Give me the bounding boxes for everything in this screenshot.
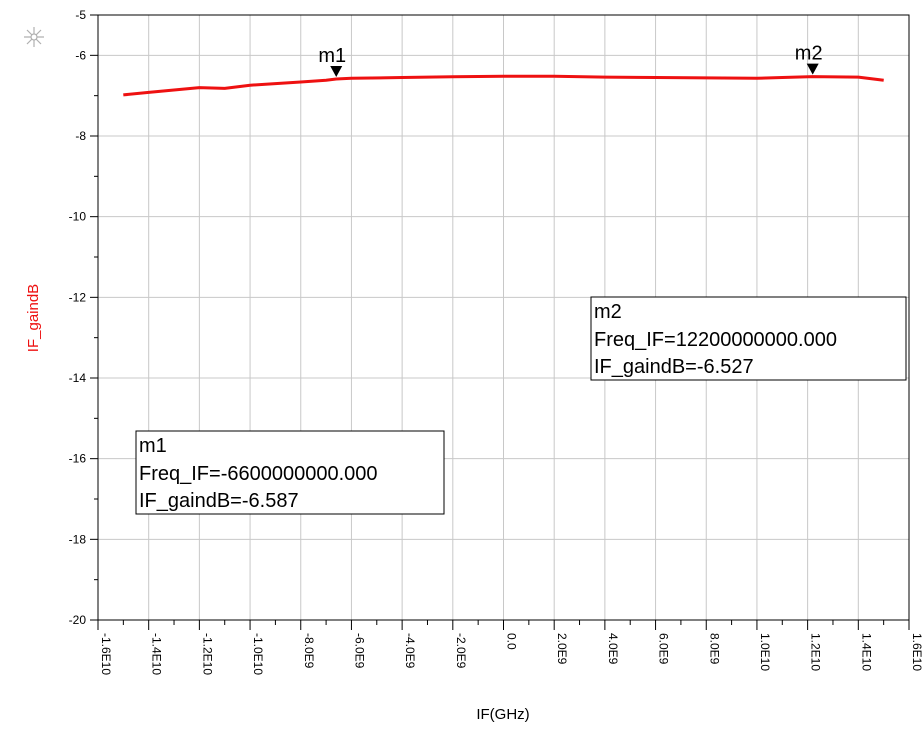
- y-axis-title: IF_gaindB: [25, 284, 42, 352]
- x-tick-label: -1.6E10: [99, 633, 113, 675]
- x-axis-ticks: -1.6E10 -1.4E10 -1.2E10 -1.0E10 -8.0E9 -6.0E9…: [97, 620, 922, 675]
- x-tick-label: 1.6E10: [910, 633, 922, 671]
- marker-triangle-m1: [330, 66, 343, 78]
- x-tick-label: 0.0: [505, 633, 519, 650]
- y-tick-label: -12: [69, 290, 87, 304]
- marker-label-m2: m2: [795, 43, 823, 65]
- readout-m2-freq: Freq_IF=12200000000.000: [594, 329, 837, 351]
- x-tick-label: 8.0E9: [707, 633, 721, 665]
- x-tick-label: -1.2E10: [200, 633, 214, 675]
- markers: m1 m2: [318, 43, 823, 78]
- x-tick-label: 4.0E9: [606, 633, 620, 665]
- x-tick-label: 1.4E10: [859, 633, 873, 671]
- marker-readout-m2: m2 Freq_IF=12200000000.000 IF_gaindB=-6.…: [590, 296, 907, 381]
- x-tick-label: 6.0E9: [657, 633, 671, 665]
- series-line-if-gaindb: [123, 74, 884, 97]
- y-tick-label: -6: [75, 48, 86, 62]
- readout-m2-gain: IF_gaindB=-6.527: [594, 356, 754, 378]
- readout-m1-label: m1: [139, 435, 167, 457]
- readout-m1-freq: Freq_IF=-6600000000.000: [139, 463, 378, 485]
- y-axis-ticks: -20 -18 -16 -14 -12 -10 -8 -6 -5: [69, 8, 98, 627]
- x-axis-title: IF(GHz): [476, 706, 529, 723]
- y-tick-label: -20: [69, 613, 87, 627]
- x-tick-label: -2.0E9: [454, 633, 468, 669]
- marker-label-m1: m1: [318, 45, 346, 67]
- sparkle-icon: [24, 27, 44, 47]
- y-tick-label: -14: [69, 371, 87, 385]
- y-tick-label: -5: [75, 8, 86, 22]
- y-tick-label: -18: [69, 532, 87, 546]
- x-tick-label: -4.0E9: [403, 633, 417, 669]
- readout-m1-gain: IF_gaindB=-6.587: [139, 490, 299, 512]
- x-tick-label: 2.0E9: [555, 633, 569, 665]
- y-tick-label: -16: [69, 452, 87, 466]
- x-tick-label: -8.0E9: [302, 633, 316, 669]
- marker-triangle-m2: [806, 63, 819, 75]
- readout-m2-label: m2: [594, 301, 622, 323]
- x-tick-label: -1.4E10: [150, 633, 164, 675]
- x-tick-label: 1.0E10: [758, 633, 772, 671]
- marker-readout-m1: m1 Freq_IF=-6600000000.000 IF_gaindB=-6.…: [135, 430, 445, 515]
- x-tick-label: -6.0E9: [352, 633, 366, 669]
- y-tick-label: -10: [69, 210, 87, 224]
- x-tick-label: 1.2E10: [809, 633, 823, 671]
- x-tick-label: -1.0E10: [251, 633, 265, 675]
- y-tick-label: -8: [75, 129, 86, 143]
